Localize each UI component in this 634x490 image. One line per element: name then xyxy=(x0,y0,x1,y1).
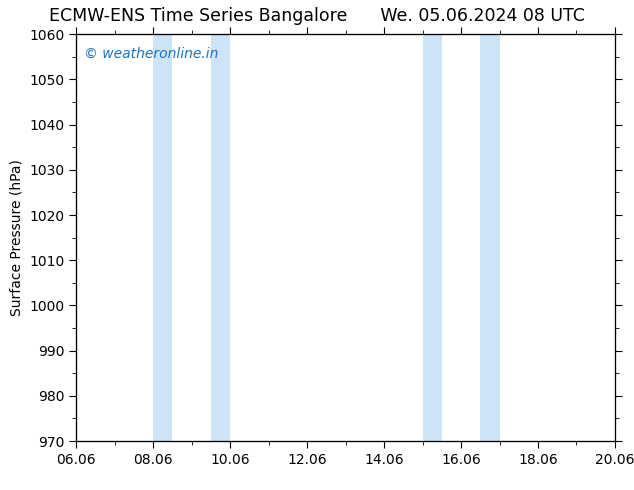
Bar xyxy=(480,34,500,441)
Y-axis label: Surface Pressure (hPa): Surface Pressure (hPa) xyxy=(10,159,23,316)
Text: © weatheronline.in: © weatheronline.in xyxy=(84,47,219,60)
Text: ECMW-ENS Time Series Bangalore      We. 05.06.2024 08 UTC: ECMW-ENS Time Series Bangalore We. 05.06… xyxy=(49,7,585,25)
Bar xyxy=(210,34,230,441)
Bar xyxy=(153,34,172,441)
Bar xyxy=(422,34,442,441)
